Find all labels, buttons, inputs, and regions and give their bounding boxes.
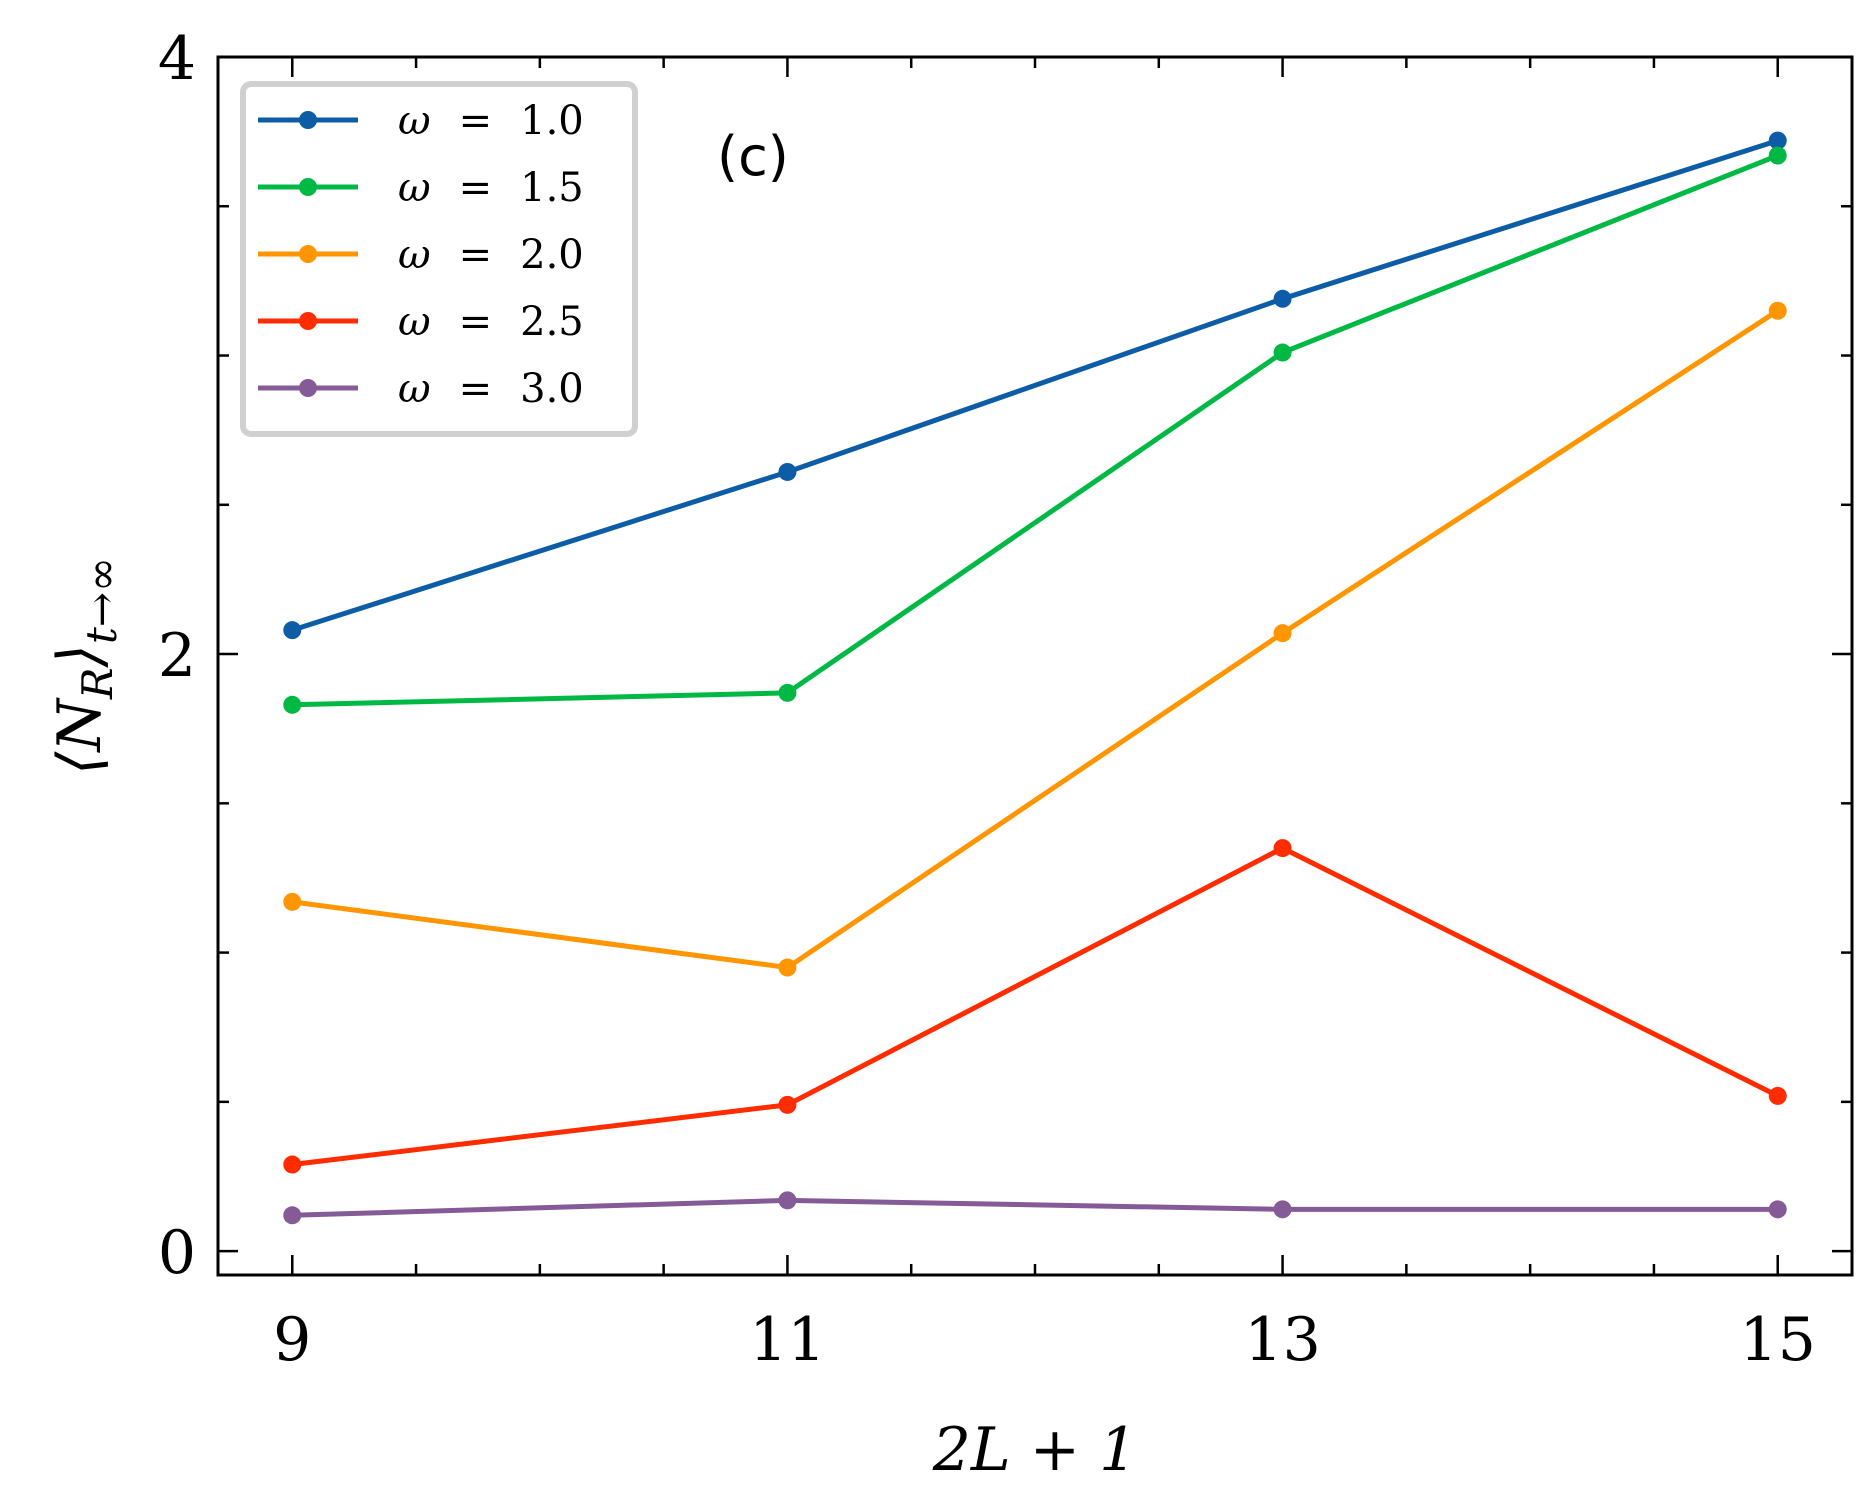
legend-item: ω = 2.0 [258, 232, 584, 278]
series-line [292, 1197, 1778, 1218]
data-point [778, 683, 797, 702]
legend-label: ω = 1.5 [398, 165, 584, 211]
data-point [1273, 289, 1292, 308]
legend-label: ω = 2.5 [398, 299, 584, 345]
data-point [1768, 146, 1787, 165]
y-axis-label-main: ⟨N [45, 697, 115, 775]
legend-label: ω = 3.0 [398, 366, 584, 412]
panel-label: (c) [717, 125, 789, 188]
legend-swatch-marker [299, 245, 317, 263]
legend: ω = 1.0 ω = 1.5 ω = 2.0 ω = 2.5 ω = 3.0 [240, 81, 638, 437]
y-tick-label: 2 [158, 621, 196, 691]
x-axis-label: 2L + 1 [932, 1415, 1138, 1485]
legend-item: ω = 3.0 [258, 366, 584, 412]
plot-frame [216, 55, 1854, 1277]
data-point [778, 958, 797, 977]
y-axis-label-sub: R [73, 667, 122, 700]
x-tick-label: 15 [1740, 1305, 1816, 1375]
data-point [1273, 624, 1292, 643]
data-point [1768, 1200, 1787, 1219]
series-line [291, 845, 1779, 1168]
data-point [1768, 301, 1787, 320]
y-axis-label: ⟨NR⟩t→∞ [45, 557, 126, 775]
data-point [778, 462, 797, 481]
data-point [1273, 839, 1292, 858]
data-point [283, 1155, 302, 1174]
data-point [283, 892, 302, 911]
legend-swatch-marker [299, 178, 317, 196]
x-tick-label: 11 [749, 1305, 825, 1375]
x-tick-label: 13 [1244, 1305, 1320, 1375]
legend-items: ω = 1.0 ω = 1.5 ω = 2.0 ω = 2.5 ω = 3.0 [258, 98, 584, 412]
data-point [1273, 1200, 1292, 1219]
data-point [283, 621, 302, 640]
legend-label: ω = 1.0 [398, 98, 584, 144]
x-tick-label: 9 [273, 1305, 311, 1375]
ticks-layer: 9 11 13 15 0 2 4 [158, 24, 1852, 1375]
data-point [778, 1191, 797, 1210]
series-line [292, 153, 1779, 708]
legend-item: ω = 1.5 [258, 165, 584, 211]
series-2.0 [283, 301, 1787, 977]
legend-swatch-marker [299, 312, 317, 330]
series-1.0 [283, 131, 1787, 640]
legend-item: ω = 1.0 [258, 98, 584, 144]
data-point [1768, 1086, 1787, 1105]
data-point [778, 1095, 797, 1114]
y-tick-label: 4 [158, 24, 196, 94]
series-layer [283, 131, 1787, 1225]
legend-box [240, 81, 638, 437]
legend-label: ω = 2.0 [398, 232, 584, 278]
y-axis-label-close: ⟩ [45, 644, 115, 668]
series-1.5 [283, 146, 1787, 714]
y-tick-label: 0 [158, 1218, 196, 1288]
data-point [1768, 131, 1787, 150]
data-point [283, 695, 302, 714]
data-point [283, 1206, 302, 1225]
series-3.0 [283, 1191, 1787, 1225]
legend-swatch-marker [299, 111, 317, 129]
series-line [291, 308, 1780, 971]
legend-swatch-marker [299, 379, 317, 397]
series-line [291, 138, 1779, 633]
legend-item: ω = 2.5 [258, 299, 584, 345]
y-axis-label-sub2: t→∞ [77, 557, 126, 644]
series-2.5 [283, 839, 1787, 1174]
data-point [1273, 343, 1292, 362]
